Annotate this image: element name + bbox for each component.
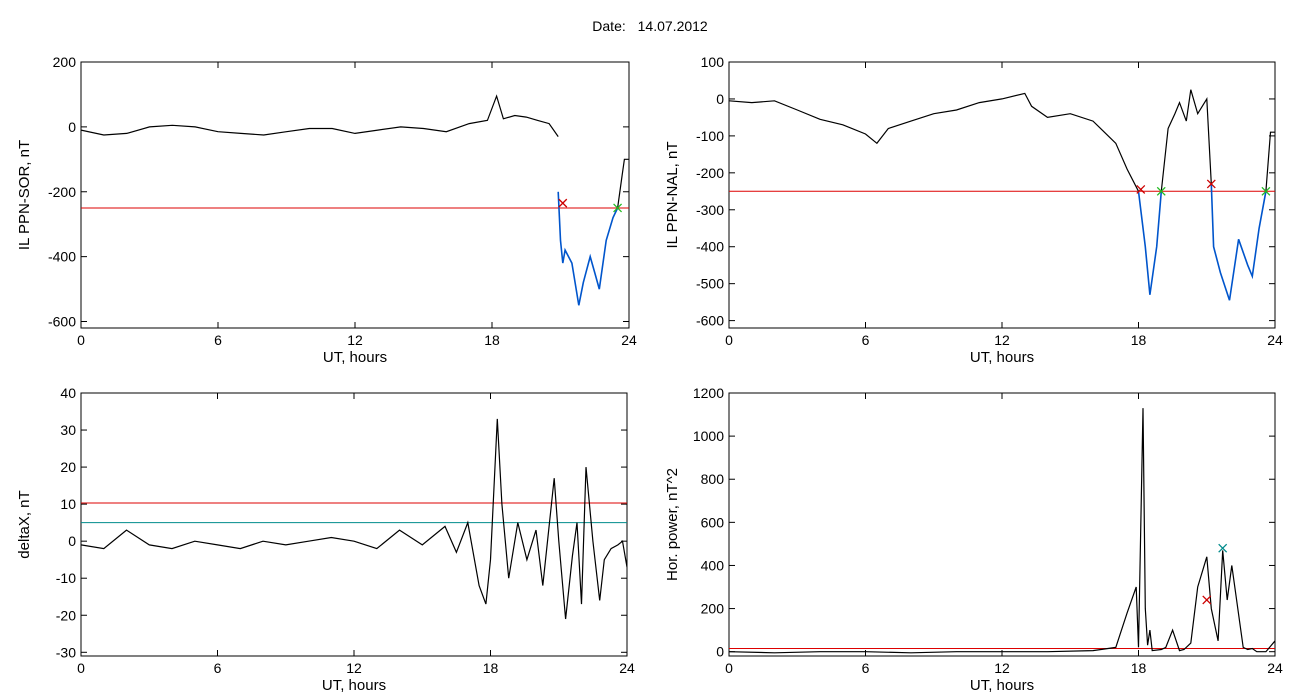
y-tick-label: -200 [696, 165, 724, 181]
data-series-line [1265, 131, 1275, 192]
x-tick-label: 12 [994, 660, 1010, 676]
x-tick-label: 18 [1131, 660, 1147, 676]
x-tick-label: 12 [346, 660, 362, 676]
x-tick-label: 12 [347, 332, 363, 348]
x-tick-label: 12 [994, 332, 1010, 348]
y-tick-label: -500 [696, 276, 724, 292]
x-tick-label: 6 [862, 332, 870, 348]
y-tick-label: 10 [60, 496, 76, 512]
y-tick-label: -600 [48, 314, 76, 330]
x-axis-title: UT, hours [970, 349, 1034, 366]
date-header: Date: 14.07.2012 [0, 18, 1300, 34]
x-tick-label: 0 [77, 332, 85, 348]
y-tick-label: -400 [696, 239, 724, 255]
x-tick-label: 24 [1267, 660, 1283, 676]
x-tick-label: 0 [725, 660, 733, 676]
x-tick-label: 18 [484, 332, 500, 348]
data-series-line [1160, 89, 1212, 192]
x-tick-label: 0 [77, 660, 85, 676]
event-marker-green [1261, 186, 1271, 196]
x-tick-label: 18 [1131, 332, 1147, 348]
plot-frame [728, 61, 1276, 329]
y-tick-label: -20 [56, 607, 76, 623]
x-axis-title: UT, hours [322, 677, 386, 694]
y-tick-label: 100 [701, 54, 725, 70]
event-marker-red [558, 198, 568, 208]
plot-area [729, 408, 1275, 654]
x-axis-title: UT, hours [970, 677, 1034, 694]
plot-frame [80, 61, 630, 329]
data-series-line [617, 158, 629, 209]
event-series-line [557, 191, 619, 306]
y-tick-label: -30 [56, 644, 76, 660]
y-tick-label: -300 [696, 202, 724, 218]
plot-area [81, 94, 629, 306]
y-tick-label: 1200 [693, 385, 724, 401]
chart-power: 0 6 12 18 24 1200 1000 800 600 400 200 0 UT, hours Ho… [664, 385, 1283, 694]
y-tick-label: -10 [56, 570, 76, 586]
y-tick-label: 400 [701, 557, 725, 573]
x-tick-label: 0 [725, 332, 733, 348]
x-tick-label: 6 [862, 660, 870, 676]
plot-frame [80, 392, 628, 657]
y-tick-label: 20 [60, 459, 76, 475]
y-axis-title: IL PPN-SOR, nT [16, 140, 33, 250]
event-series-line [1137, 191, 1163, 295]
y-tick-label: 0 [716, 91, 724, 107]
y-axis-title: Hor. power, nT^2 [664, 468, 681, 581]
date-label: Date: [592, 18, 626, 34]
x-tick-label: 6 [214, 660, 222, 676]
chart-nal: 0 6 12 18 24 100 0 -100 -200 -300 -400 -500 -600 UT, … [664, 54, 1283, 366]
y-tick-label: 0 [716, 644, 724, 660]
y-tick-label: 40 [60, 385, 76, 401]
y-tick-label: 0 [68, 533, 76, 549]
y-tick-label: -200 [48, 184, 76, 200]
plot-area [81, 418, 627, 620]
event-marker-teal [1218, 543, 1228, 553]
data-series-line [729, 92, 1140, 192]
chart-deltax: 0 6 12 18 24 40 30 20 10 0 -10 -20 -30 UT, hours delta… [16, 385, 635, 694]
event-series-line [1210, 183, 1267, 301]
date-value: 14.07.2012 [637, 18, 708, 34]
plot-area [729, 89, 1275, 301]
x-axis-title: UT, hours [323, 349, 387, 366]
y-axis-title: IL PPN-NAL, nT [664, 142, 681, 249]
event-marker-red [1202, 595, 1212, 605]
event-marker-green [613, 203, 623, 213]
data-series-line [81, 418, 627, 620]
y-tick-label: 200 [53, 54, 77, 70]
y-tick-label: 800 [701, 471, 725, 487]
event-marker-green [1156, 186, 1166, 196]
x-tick-label: 6 [214, 332, 222, 348]
x-tick-label: 18 [483, 660, 499, 676]
data-series-line [729, 408, 1275, 654]
event-marker-red [1136, 184, 1146, 194]
x-tick-label: 24 [619, 660, 635, 676]
data-series-line [81, 94, 559, 137]
y-axis-title: deltaX, nT [16, 490, 33, 558]
y-tick-label: 30 [60, 422, 76, 438]
y-tick-label: -100 [696, 128, 724, 144]
y-tick-label: 600 [701, 514, 725, 530]
x-tick-label: 24 [621, 332, 637, 348]
y-tick-label: 0 [68, 119, 76, 135]
x-tick-label: 24 [1267, 332, 1283, 348]
plot-frame [728, 392, 1276, 657]
chart-sor: 0 6 12 18 24 200 0 -200 -400 -600 UT, hours IL PPN-… [16, 54, 637, 366]
y-tick-label: -600 [696, 313, 724, 329]
y-tick-label: 200 [701, 601, 725, 617]
y-tick-label: -400 [48, 249, 76, 265]
event-marker-red [1206, 179, 1216, 189]
y-tick-label: 1000 [693, 428, 724, 444]
